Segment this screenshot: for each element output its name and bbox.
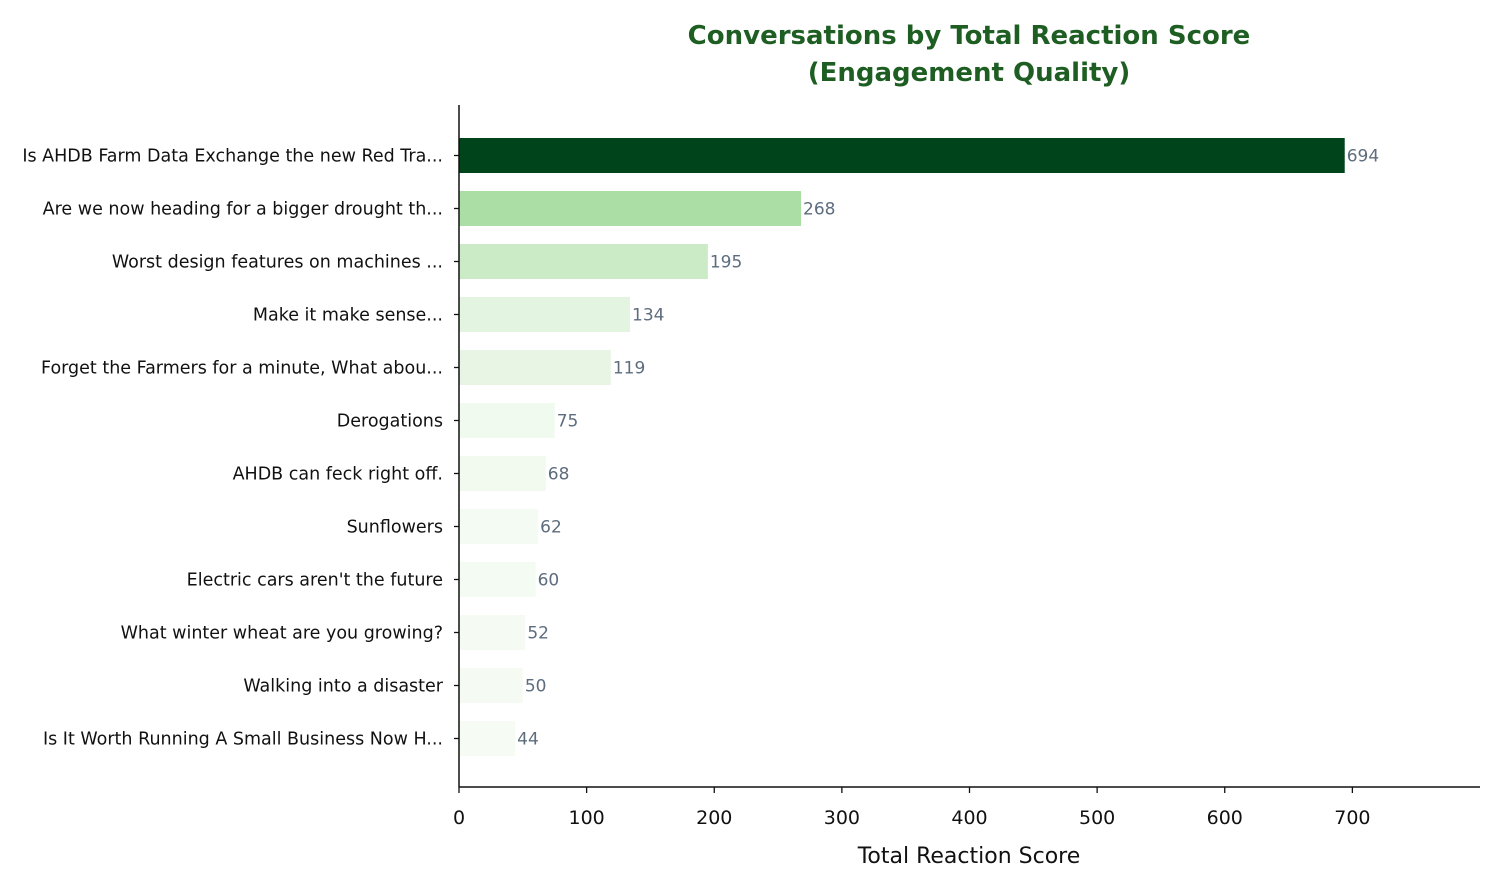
value-label: 68 (548, 465, 570, 485)
value-label: 694 (1347, 147, 1379, 167)
category-label: Worst design features on machines ... (112, 253, 443, 273)
chart-title: Conversations by Total Reaction Score (E… (688, 21, 1251, 88)
category-label: Is It Worth Running A Small Business Now… (43, 730, 443, 750)
category-label: Walking into a disaster (243, 677, 443, 697)
value-label: 195 (710, 253, 742, 273)
category-label: Are we now heading for a bigger drought … (43, 200, 443, 220)
x-tick-label: 600 (1207, 807, 1243, 829)
bar (459, 562, 536, 597)
x-tick-label: 200 (696, 807, 732, 829)
value-label: 62 (540, 518, 562, 538)
bar (459, 456, 546, 491)
value-label: 50 (525, 677, 547, 697)
bar (459, 615, 526, 650)
value-label: 134 (632, 306, 664, 326)
x-tick-label: 700 (1334, 807, 1370, 829)
bar (459, 244, 708, 279)
value-labels: 694 268 195 134 119 75 68 62 60 52 50 44 (517, 147, 1379, 750)
category-label: Electric cars aren't the future (187, 571, 443, 591)
bars (454, 138, 1345, 756)
value-label: 60 (538, 571, 560, 591)
bar (459, 297, 631, 332)
category-label: Derogations (337, 412, 443, 432)
x-axis-ticks: 0 100 200 300 400 500 600 700 (453, 787, 1371, 829)
bar (459, 403, 555, 438)
category-label: Make it make sense... (253, 306, 443, 326)
chart-title-line-1: Conversations by Total Reaction Score (688, 21, 1251, 51)
x-tick-label: 100 (568, 807, 604, 829)
x-axis-title: Total Reaction Score (857, 844, 1081, 869)
category-label: What winter wheat are you growing? (121, 624, 443, 644)
value-label: 119 (613, 359, 645, 379)
bar (459, 191, 802, 226)
x-tick-label: 300 (824, 807, 860, 829)
category-labels: Is AHDB Farm Data Exchange the new Red T… (22, 147, 443, 750)
value-label: 268 (803, 200, 835, 220)
value-label: 44 (517, 730, 539, 750)
bar (459, 668, 523, 703)
chart-title-line-2: (Engagement Quality) (808, 58, 1131, 88)
x-tick-label: 500 (1079, 807, 1115, 829)
category-label: Sunflowers (347, 518, 443, 538)
value-label: 75 (557, 412, 579, 432)
bar (459, 509, 539, 544)
bar (459, 721, 516, 756)
bar (459, 138, 1345, 173)
value-label: 52 (527, 624, 549, 644)
category-label: Forget the Farmers for a minute, What ab… (41, 359, 443, 379)
x-tick-label: 400 (951, 807, 987, 829)
category-label: Is AHDB Farm Data Exchange the new Red T… (22, 147, 443, 167)
x-tick-label: 0 (453, 807, 465, 829)
category-label: AHDB can feck right off. (233, 465, 443, 485)
bar (459, 350, 611, 385)
